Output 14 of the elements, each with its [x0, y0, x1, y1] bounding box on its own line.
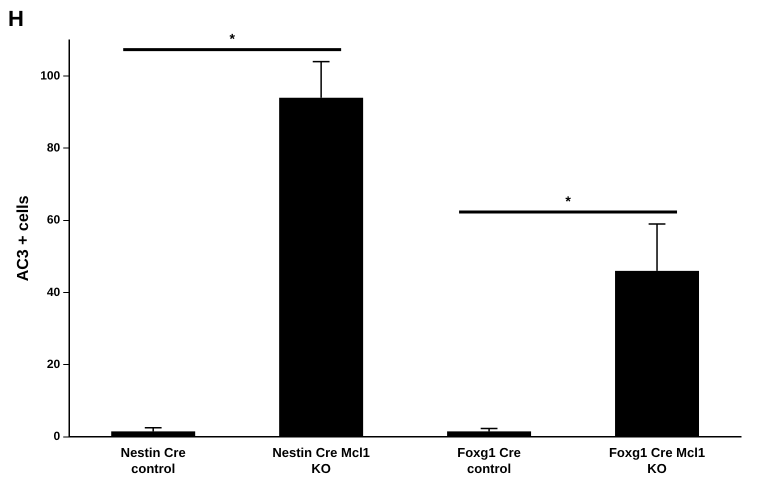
y-tick-label: 20	[46, 356, 61, 371]
y-axis-title: AC3 + cells	[15, 195, 32, 282]
y-tick-label: 0	[54, 429, 61, 444]
x-tick-label: Foxg1 Cre control	[457, 445, 521, 476]
y-tick-label: 100	[40, 68, 61, 82]
y-tick-label: 80	[46, 140, 61, 155]
y-tick-label: 60	[46, 212, 61, 227]
x-tick-label: Nestin Cre control	[120, 445, 186, 476]
annotation: *	[229, 30, 236, 47]
annotation: *	[565, 192, 572, 209]
text: H	[8, 6, 24, 32]
x-tick-label: Foxg1 Cre Mcl1 KO	[608, 445, 706, 476]
x-tick-label: Nestin Cre Mcl1 KO	[272, 445, 370, 476]
y-tick-label: 40	[46, 284, 61, 299]
